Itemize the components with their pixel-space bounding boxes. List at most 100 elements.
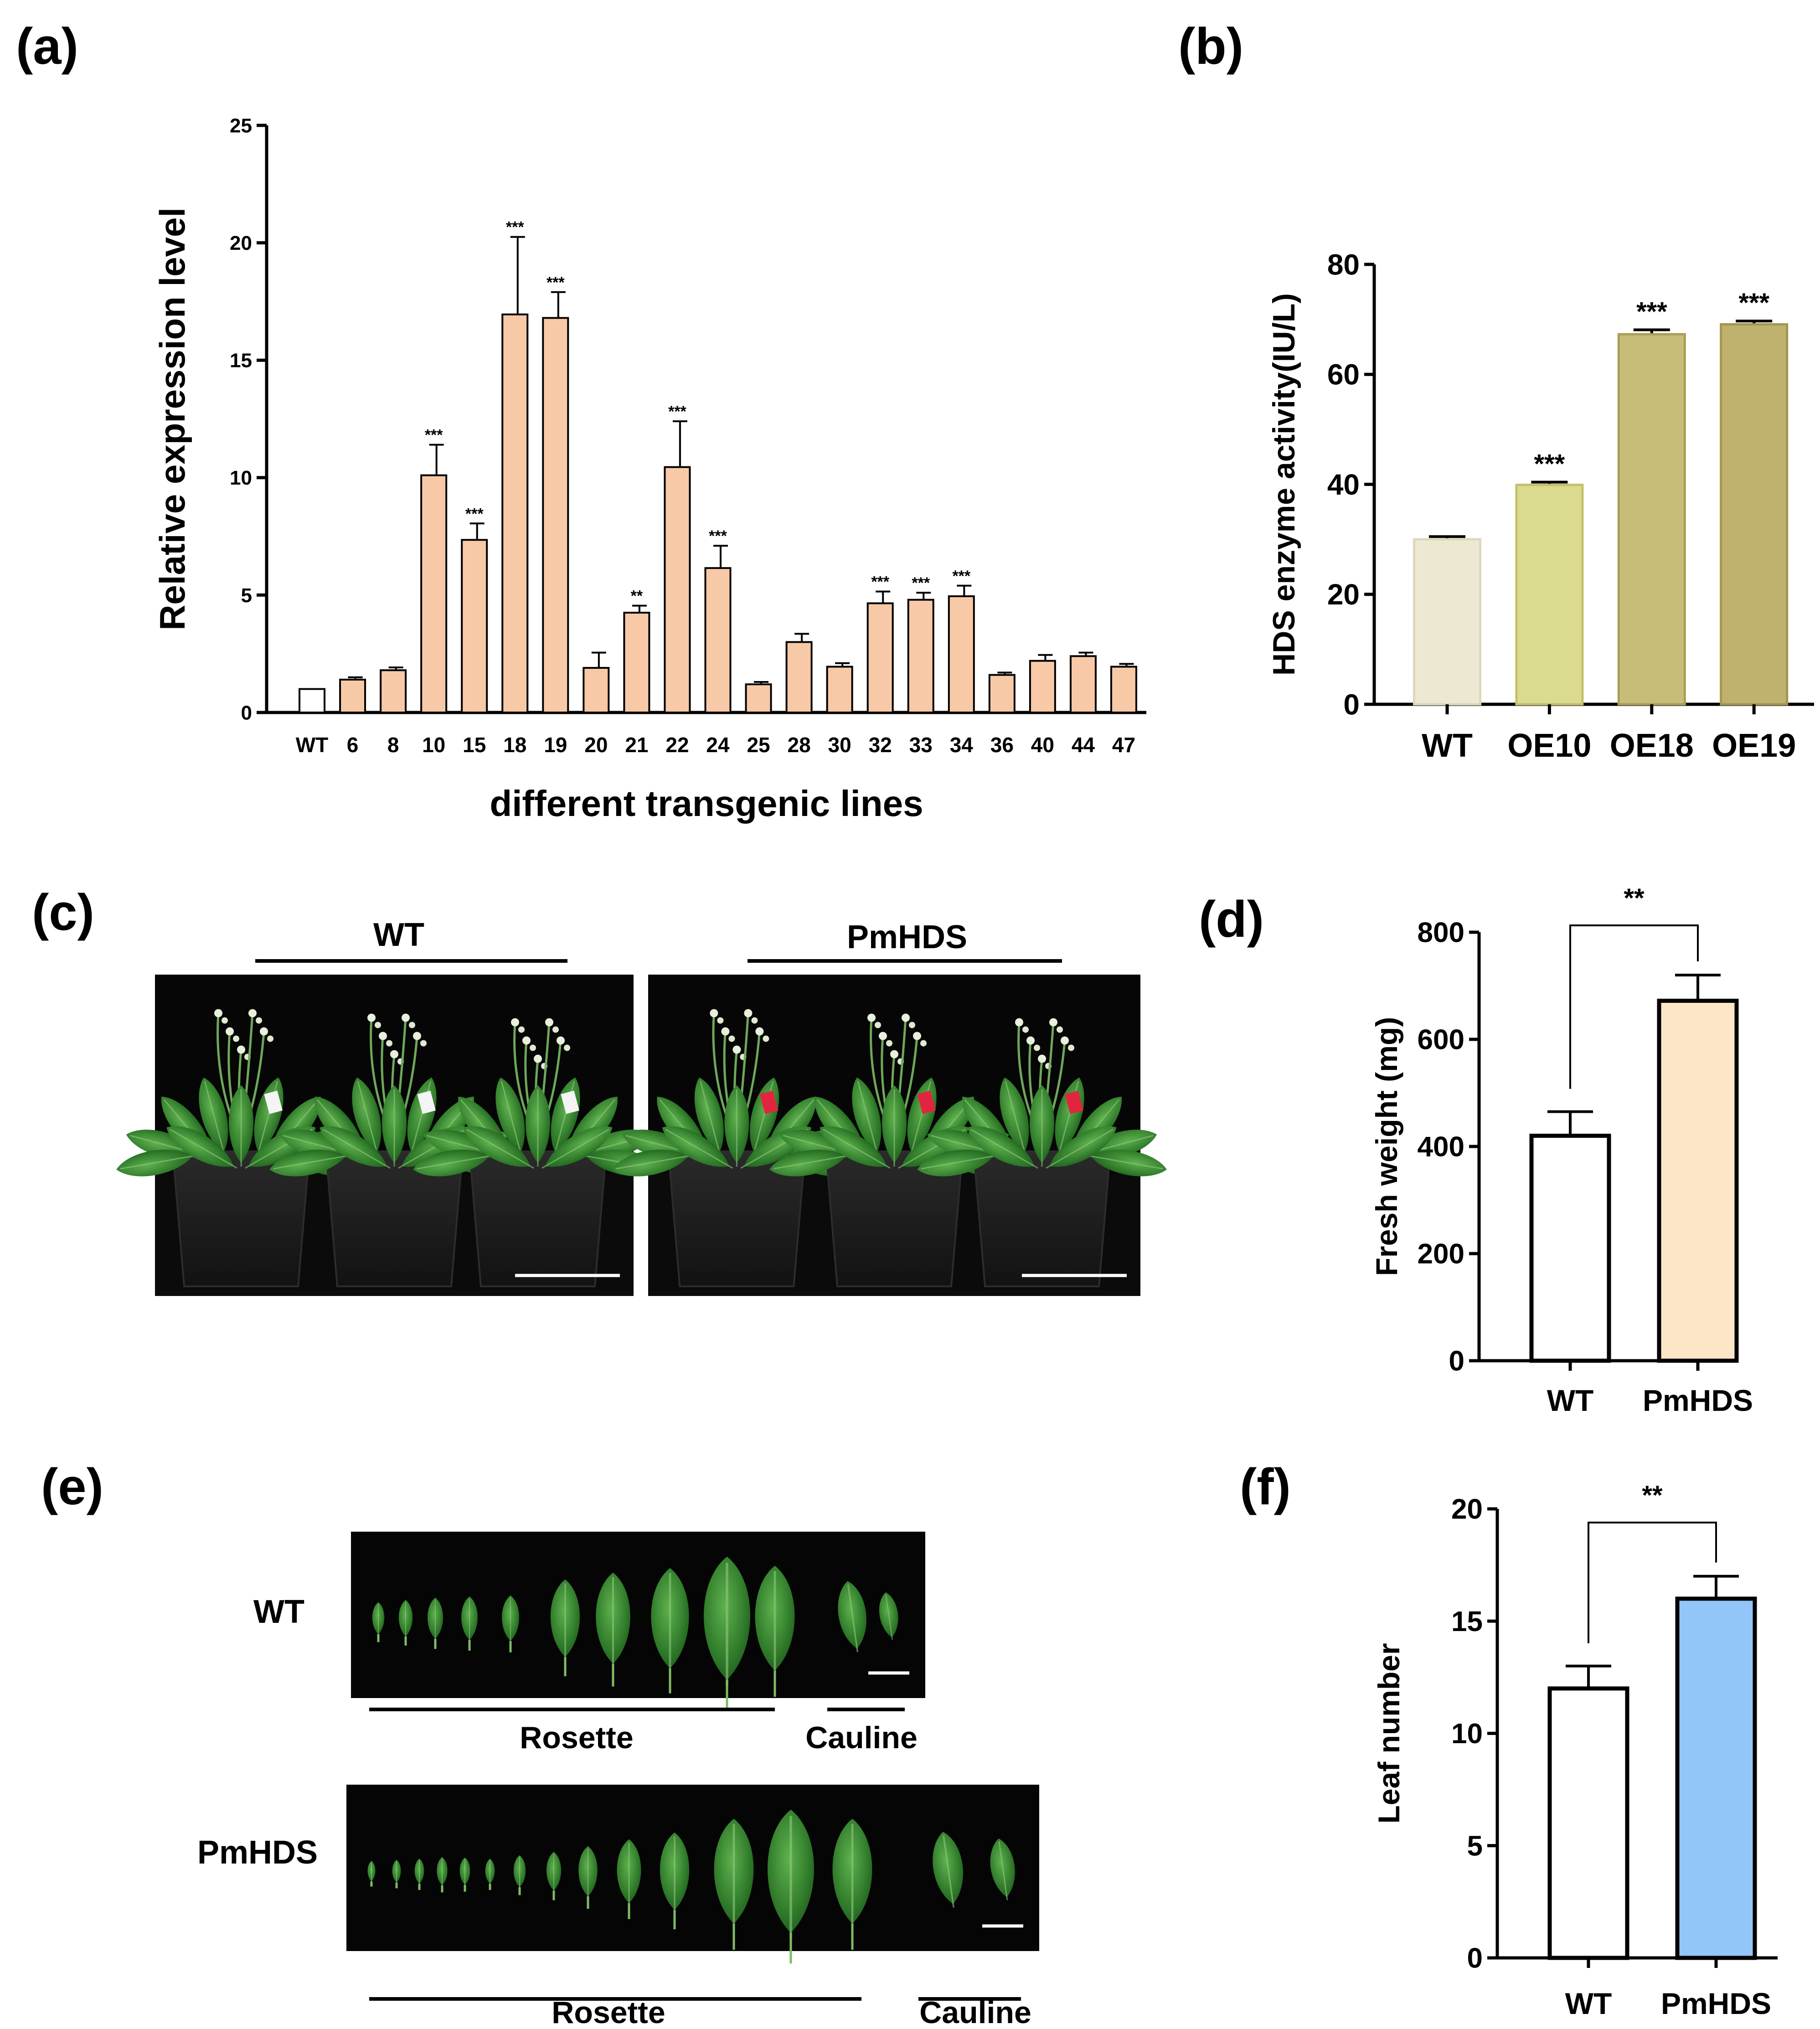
chart-b: 0 20 40 60 80 HDS enzyme activity(IU/L) WT OE10… [1267, 248, 1814, 764]
leaf-vein [417, 1155, 494, 1170]
leaf-vein [1046, 1129, 1114, 1169]
flower-bud [367, 1013, 376, 1022]
y-tick-label-b: 60 [1327, 358, 1360, 391]
x-tick-label-a: 21 [625, 733, 648, 757]
chart-f: 0 5 10 15 20 Leaf number WT PmHDS ** [1372, 1481, 1778, 2020]
plant-pot [468, 1150, 608, 1287]
flower-bud [375, 1022, 381, 1028]
leaf-vein [120, 1155, 197, 1170]
panel-label-a: (a) [16, 18, 78, 75]
photo-c-pm-label: PmHDS [847, 919, 967, 955]
x-tick-label-a: 28 [788, 733, 811, 757]
flower-bud [744, 1009, 753, 1017]
bar-a-36 [988, 674, 1016, 713]
flower-bud [522, 1036, 531, 1045]
flower-bud [530, 1044, 536, 1051]
flower-bud [409, 1022, 415, 1028]
flower-bud [420, 1040, 427, 1047]
x-tick-label-a: 36 [990, 733, 1014, 757]
flower-bud [920, 1040, 927, 1047]
flower-bud [222, 1017, 228, 1024]
x-tick-label-a: 8 [387, 733, 399, 757]
flower-bud [552, 1026, 559, 1033]
y-tick-label-b: 0 [1343, 688, 1360, 721]
significance-label-b: *** [1738, 288, 1769, 318]
x-tick-label-a: 18 [503, 733, 526, 757]
flower-bud [710, 1009, 718, 1017]
bar-b-WT [1413, 538, 1481, 706]
significance-label-a: *** [465, 505, 484, 522]
significance-label-b: *** [1636, 297, 1667, 327]
y-tick-label-d: 400 [1418, 1131, 1464, 1163]
bar-a-47 [1110, 666, 1137, 714]
flower-bud [721, 1027, 730, 1036]
x-tick-label-a: 10 [422, 733, 445, 757]
photo-panel-c: WT PmHDS [116, 917, 1167, 1296]
leaf-vein [273, 1155, 350, 1170]
flower-bud [226, 1027, 234, 1036]
flower-bud [267, 1035, 273, 1042]
flower-bud [1068, 1044, 1074, 1051]
y-tick-label-a: 20 [230, 232, 252, 254]
leaf-vein [204, 1081, 226, 1156]
flower-bud [1022, 1026, 1029, 1033]
bar-b-OE19 [1720, 323, 1789, 706]
y-tick-label-a: 15 [230, 350, 252, 372]
photo-background [351, 1532, 925, 1698]
significance-label-a: *** [425, 427, 443, 444]
x-tick-label-a: 30 [828, 733, 851, 757]
flower-bud [564, 1044, 570, 1051]
bracket-label-f: ** [1642, 1481, 1663, 1510]
bar-f-WT [1547, 1686, 1629, 1960]
x-tick-label-a: 6 [347, 733, 359, 757]
flower-bud [902, 1013, 910, 1022]
y-tick-label-f: 10 [1451, 1718, 1483, 1750]
x-tick-label-a: 44 [1072, 733, 1095, 757]
significance-label-a: *** [912, 574, 930, 592]
flower-bud [402, 1013, 410, 1022]
y-tick-label-a: 10 [230, 467, 252, 489]
panel-label-f: (f) [1240, 1458, 1291, 1515]
x-tick-label-a: 22 [665, 733, 689, 757]
x-axis-label-a: different transgenic lines [490, 783, 923, 824]
leaf-vein [541, 1129, 610, 1169]
significance-bracket-d [1569, 924, 1699, 1089]
x-tick-label-a: 15 [463, 733, 486, 757]
bar-a-44 [1069, 655, 1097, 714]
bar-a-15 [461, 539, 488, 713]
leaf-vein [998, 1841, 1008, 1900]
flower-bud [755, 1027, 764, 1036]
bar-a-40 [1029, 660, 1056, 714]
y-axis-label-d: Fresh weight (mg) [1370, 1017, 1403, 1276]
panel-label-c: (c) [32, 884, 94, 941]
y-tick-label-a: 0 [241, 702, 252, 724]
flower-bud [1061, 1036, 1069, 1045]
flower-bud [386, 1040, 392, 1047]
x-tick-label-f: WT [1565, 1987, 1612, 2020]
x-tick-label-b: OE19 [1712, 728, 1796, 764]
flower-bud [534, 1054, 542, 1063]
bar-a-30 [826, 666, 853, 714]
x-tick-label-b: OE18 [1610, 728, 1694, 764]
leaf-vein [943, 1835, 955, 1908]
leaf-vein [822, 1129, 891, 1169]
bar-b-OE18 [1617, 333, 1686, 706]
photo-e-pmhds-leaves [346, 1785, 1039, 1964]
bar-a-10 [420, 474, 448, 713]
bar-a-34 [948, 595, 975, 713]
x-tick-label-a: 32 [869, 733, 892, 757]
plant-tag [561, 1090, 579, 1114]
chart-d: 0 200 400 600 800 Fresh weight (mg) WT PmHDS ** [1370, 883, 1753, 1417]
photo-c-wt-plants [116, 975, 663, 1296]
y-axis-label-b: HDS enzyme activity(IU/L) [1267, 293, 1301, 676]
bar-a-WT [299, 688, 326, 713]
significance-bracket-f [1588, 1522, 1717, 1643]
flower-bud [248, 1009, 257, 1017]
flower-bud [237, 1045, 245, 1054]
leaf-vein [615, 1155, 692, 1170]
flower-bud [879, 1032, 887, 1040]
plant-tag [1065, 1090, 1083, 1114]
flower-bud [1034, 1044, 1040, 1051]
y-tick-label-d: 800 [1418, 917, 1464, 949]
plant-tag [759, 1090, 779, 1114]
